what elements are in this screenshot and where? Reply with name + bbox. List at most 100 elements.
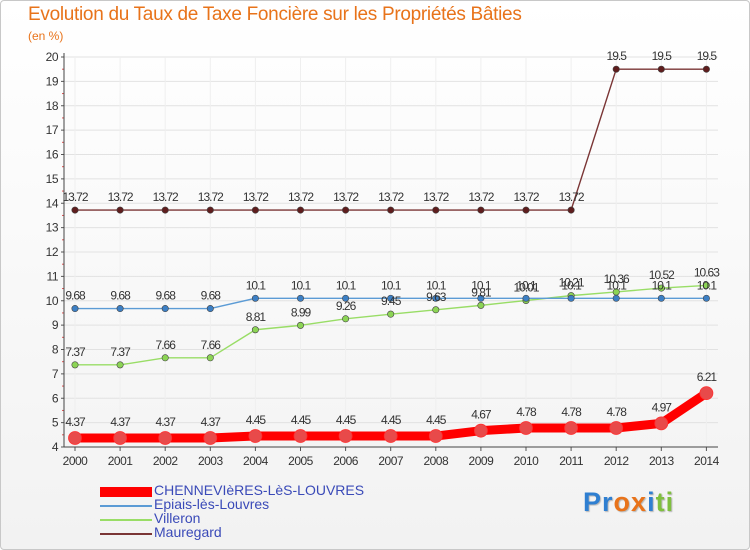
logo-letter: o <box>613 487 632 517</box>
data-point <box>161 305 169 313</box>
data-point <box>203 431 218 445</box>
data-label: 10.21 <box>559 276 585 290</box>
legend-label: Epiais-lès-Louvres <box>154 496 270 512</box>
data-label: 13.72 <box>153 190 179 204</box>
data-point <box>342 206 350 214</box>
data-label: 9.68 <box>65 289 86 303</box>
logo-letter: r <box>602 487 614 517</box>
x-tick-label: 2012 <box>604 454 630 468</box>
data-label: 13.72 <box>243 190 269 204</box>
data-point <box>116 361 124 369</box>
data-label: 10.1 <box>426 278 447 292</box>
legend-swatch <box>100 519 152 521</box>
data-label: 10.1 <box>336 278 357 292</box>
logo-letter: x <box>631 487 648 517</box>
y-tick-label: 15 <box>46 172 59 186</box>
data-label: 10.1 <box>652 278 673 292</box>
data-point <box>522 294 530 302</box>
data-point <box>477 206 485 214</box>
data-label: 10.1 <box>607 278 628 292</box>
x-tick-label: 2001 <box>108 454 134 468</box>
x-tick-label: 2000 <box>63 454 89 468</box>
logo-letter: i <box>665 487 675 517</box>
data-point <box>206 206 214 214</box>
y-tick-label: 14 <box>46 196 59 210</box>
data-label: 4.37 <box>65 415 86 429</box>
data-label: 4.37 <box>156 415 177 429</box>
data-point <box>522 206 530 214</box>
data-point <box>702 65 710 73</box>
data-label: 7.37 <box>65 345 86 359</box>
x-tick-label: 2011 <box>559 454 584 468</box>
data-label: 10.52 <box>649 268 675 282</box>
data-point <box>612 65 620 73</box>
data-point <box>161 206 169 214</box>
y-tick-label: 20 <box>46 50 59 64</box>
data-label: 10.1 <box>246 278 267 292</box>
data-point <box>113 431 127 445</box>
x-tick-label: 2009 <box>469 454 495 468</box>
gridlines <box>64 56 718 448</box>
x-tick-label: 2006 <box>333 454 359 468</box>
y-tick-label: 19 <box>46 74 59 88</box>
data-point <box>699 386 714 401</box>
data-point <box>342 294 350 302</box>
data-label: 9.68 <box>110 289 131 303</box>
data-point <box>519 421 533 435</box>
legend-swatch <box>100 533 152 535</box>
data-label: 13.72 <box>62 190 88 204</box>
data-point <box>251 294 259 302</box>
chart-title: Evolution du Taux de Taxe Foncière sur l… <box>28 4 522 25</box>
data-point <box>387 206 395 214</box>
data-point <box>206 354 214 362</box>
data-label: 4.78 <box>561 405 582 419</box>
data-label: 9.63 <box>426 290 447 304</box>
logo-letter: t <box>655 487 666 517</box>
data-point <box>477 294 485 302</box>
data-point <box>71 305 79 313</box>
data-label: 19.5 <box>652 49 673 63</box>
data-label: 13.72 <box>333 190 359 204</box>
data-point <box>609 421 624 435</box>
data-point <box>71 361 79 369</box>
proxiti-logo: Proxiti <box>583 487 674 518</box>
data-label: 7.66 <box>156 338 177 352</box>
data-point <box>116 206 124 214</box>
data-label: 10.1 <box>561 278 582 292</box>
data-point <box>251 206 259 214</box>
data-label: 4.45 <box>381 413 402 427</box>
data-point <box>296 294 304 302</box>
data-label: 10.1 <box>381 278 402 292</box>
series-layer <box>68 65 714 445</box>
data-label: 10.36 <box>604 272 630 286</box>
data-label: 13.72 <box>378 190 404 204</box>
data-point <box>248 429 263 443</box>
data-label: 13.72 <box>513 190 539 204</box>
data-point <box>71 206 79 214</box>
data-label: 4.67 <box>471 408 492 422</box>
data-point <box>387 294 395 302</box>
data-label: 7.66 <box>201 338 222 352</box>
legend-swatch <box>100 505 152 507</box>
legend-label: Mauregard <box>154 524 222 540</box>
data-label: 19.5 <box>697 49 718 63</box>
data-point <box>702 281 710 289</box>
data-point <box>477 301 485 309</box>
data-point <box>567 294 575 302</box>
y-tick-label: 4 <box>52 440 59 454</box>
data-point <box>567 206 575 214</box>
data-label: 10.63 <box>694 265 720 279</box>
data-point <box>293 429 308 443</box>
data-label: 9.26 <box>336 299 357 313</box>
data-label: 8.81 <box>246 310 267 324</box>
y-tick-label: 12 <box>46 245 59 259</box>
data-label: 4.78 <box>516 405 537 419</box>
logo-letter: P <box>583 487 603 517</box>
y-tick-label: 18 <box>46 99 59 113</box>
data-point <box>657 294 665 302</box>
y-tick-label: 9 <box>52 318 59 332</box>
x-tick-label: 2010 <box>514 454 540 468</box>
data-label: 9.81 <box>471 285 492 299</box>
data-label: 10.01 <box>513 281 539 295</box>
data-point <box>387 310 395 318</box>
